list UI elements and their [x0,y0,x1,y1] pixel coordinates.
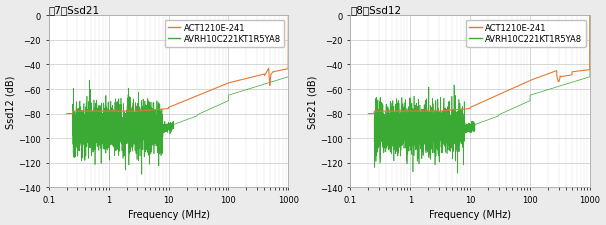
Y-axis label: Sds21 (dB): Sds21 (dB) [307,75,317,128]
Text: 图8：Ssd12: 图8：Ssd12 [350,6,401,16]
Text: 图7：Ssd21: 图7：Ssd21 [48,6,100,16]
Y-axis label: Ssd12 (dB): Ssd12 (dB) [5,75,16,128]
Legend: ACT1210E-241, AVRH10C221KT1R5YA8: ACT1210E-241, AVRH10C221KT1R5YA8 [466,20,586,47]
X-axis label: Frequency (MHz): Frequency (MHz) [429,209,511,219]
X-axis label: Frequency (MHz): Frequency (MHz) [127,209,210,219]
Legend: ACT1210E-241, AVRH10C221KT1R5YA8: ACT1210E-241, AVRH10C221KT1R5YA8 [165,20,284,47]
